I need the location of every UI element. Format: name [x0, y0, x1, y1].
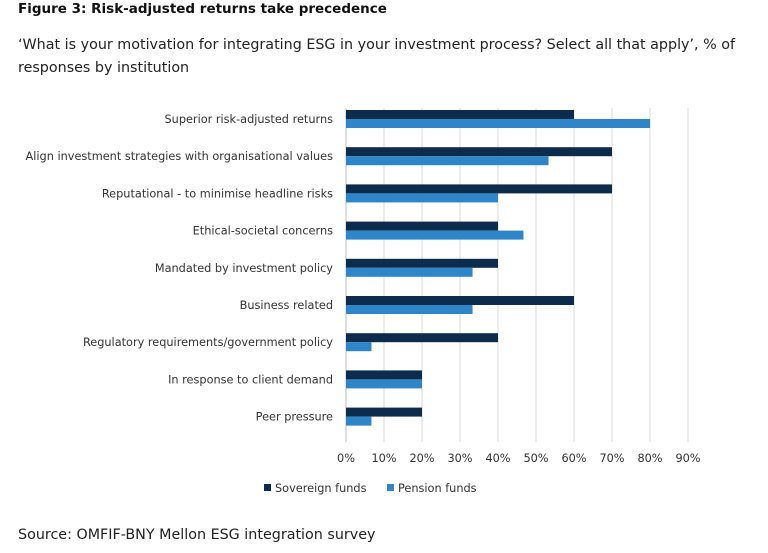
category-label: Align investment strategies with organis… [26, 150, 334, 163]
x-tick-label: 80% [637, 452, 662, 465]
figure-subtitle: ‘What is your motivation for integrating… [18, 37, 736, 76]
category-label: Mandated by investment policy [155, 262, 333, 275]
bars [346, 110, 650, 426]
category-label: Ethical-societal concerns [193, 225, 333, 238]
x-tick-label: 10% [371, 452, 396, 465]
x-tick-label: 90% [675, 452, 700, 465]
legend-sovereign-label: Sovereign funds [275, 482, 367, 495]
category-label: In response to client demand [168, 373, 333, 386]
x-tick-label: 70% [599, 452, 624, 465]
x-tick-label: 50% [523, 452, 548, 465]
bar-sovereign-6 [346, 333, 498, 343]
bar-pension-6 [346, 342, 372, 352]
bar-pension-0 [346, 119, 650, 128]
x-tick-label: 20% [409, 452, 434, 465]
bar-sovereign-3 [346, 221, 498, 231]
bar-pension-1 [346, 156, 549, 166]
bar-sovereign-2 [346, 184, 612, 194]
x-tick-label: 0% [337, 452, 355, 465]
category-label: Business related [240, 299, 333, 312]
bar-sovereign-4 [346, 258, 498, 268]
category-label: Regulatory requirements/government polic… [83, 336, 333, 349]
bar-sovereign-1 [346, 147, 612, 157]
x-tick-label: 60% [561, 452, 586, 465]
bar-sovereign-7 [346, 370, 422, 380]
bar-pension-4 [346, 267, 473, 277]
category-label: Superior risk-adjusted returns [164, 113, 333, 126]
bar-sovereign-5 [346, 296, 574, 305]
bar-pension-8 [346, 416, 372, 426]
bar-pension-7 [346, 379, 422, 389]
legend-sovereign-swatch [264, 484, 271, 491]
x-tick-labels: 0% 10% 20% 30% 40% 50% 60% 70% 80% 90% [337, 452, 701, 465]
category-labels: Superior risk-adjusted returns Align inve… [26, 113, 334, 424]
category-label: Peer pressure [256, 411, 333, 424]
bar-pension-3 [346, 230, 524, 240]
bar-sovereign-8 [346, 407, 422, 417]
category-label: Reputational - to minimise headline risk… [102, 187, 333, 200]
legend-pension-swatch [387, 484, 394, 491]
legend-pension-label: Pension funds [398, 482, 477, 495]
bar-sovereign-0 [346, 110, 574, 119]
legend: Sovereign funds Pension funds [264, 482, 477, 495]
figure-title: Figure 3: Risk-adjusted returns take pre… [18, 1, 387, 17]
x-tick-label: 40% [485, 452, 510, 465]
source-note: Source: OMFIF-BNY Mellon ESG integration… [18, 527, 376, 543]
bar-pension-5 [346, 305, 473, 314]
bar-pension-2 [346, 193, 498, 203]
x-tick-label: 30% [447, 452, 472, 465]
